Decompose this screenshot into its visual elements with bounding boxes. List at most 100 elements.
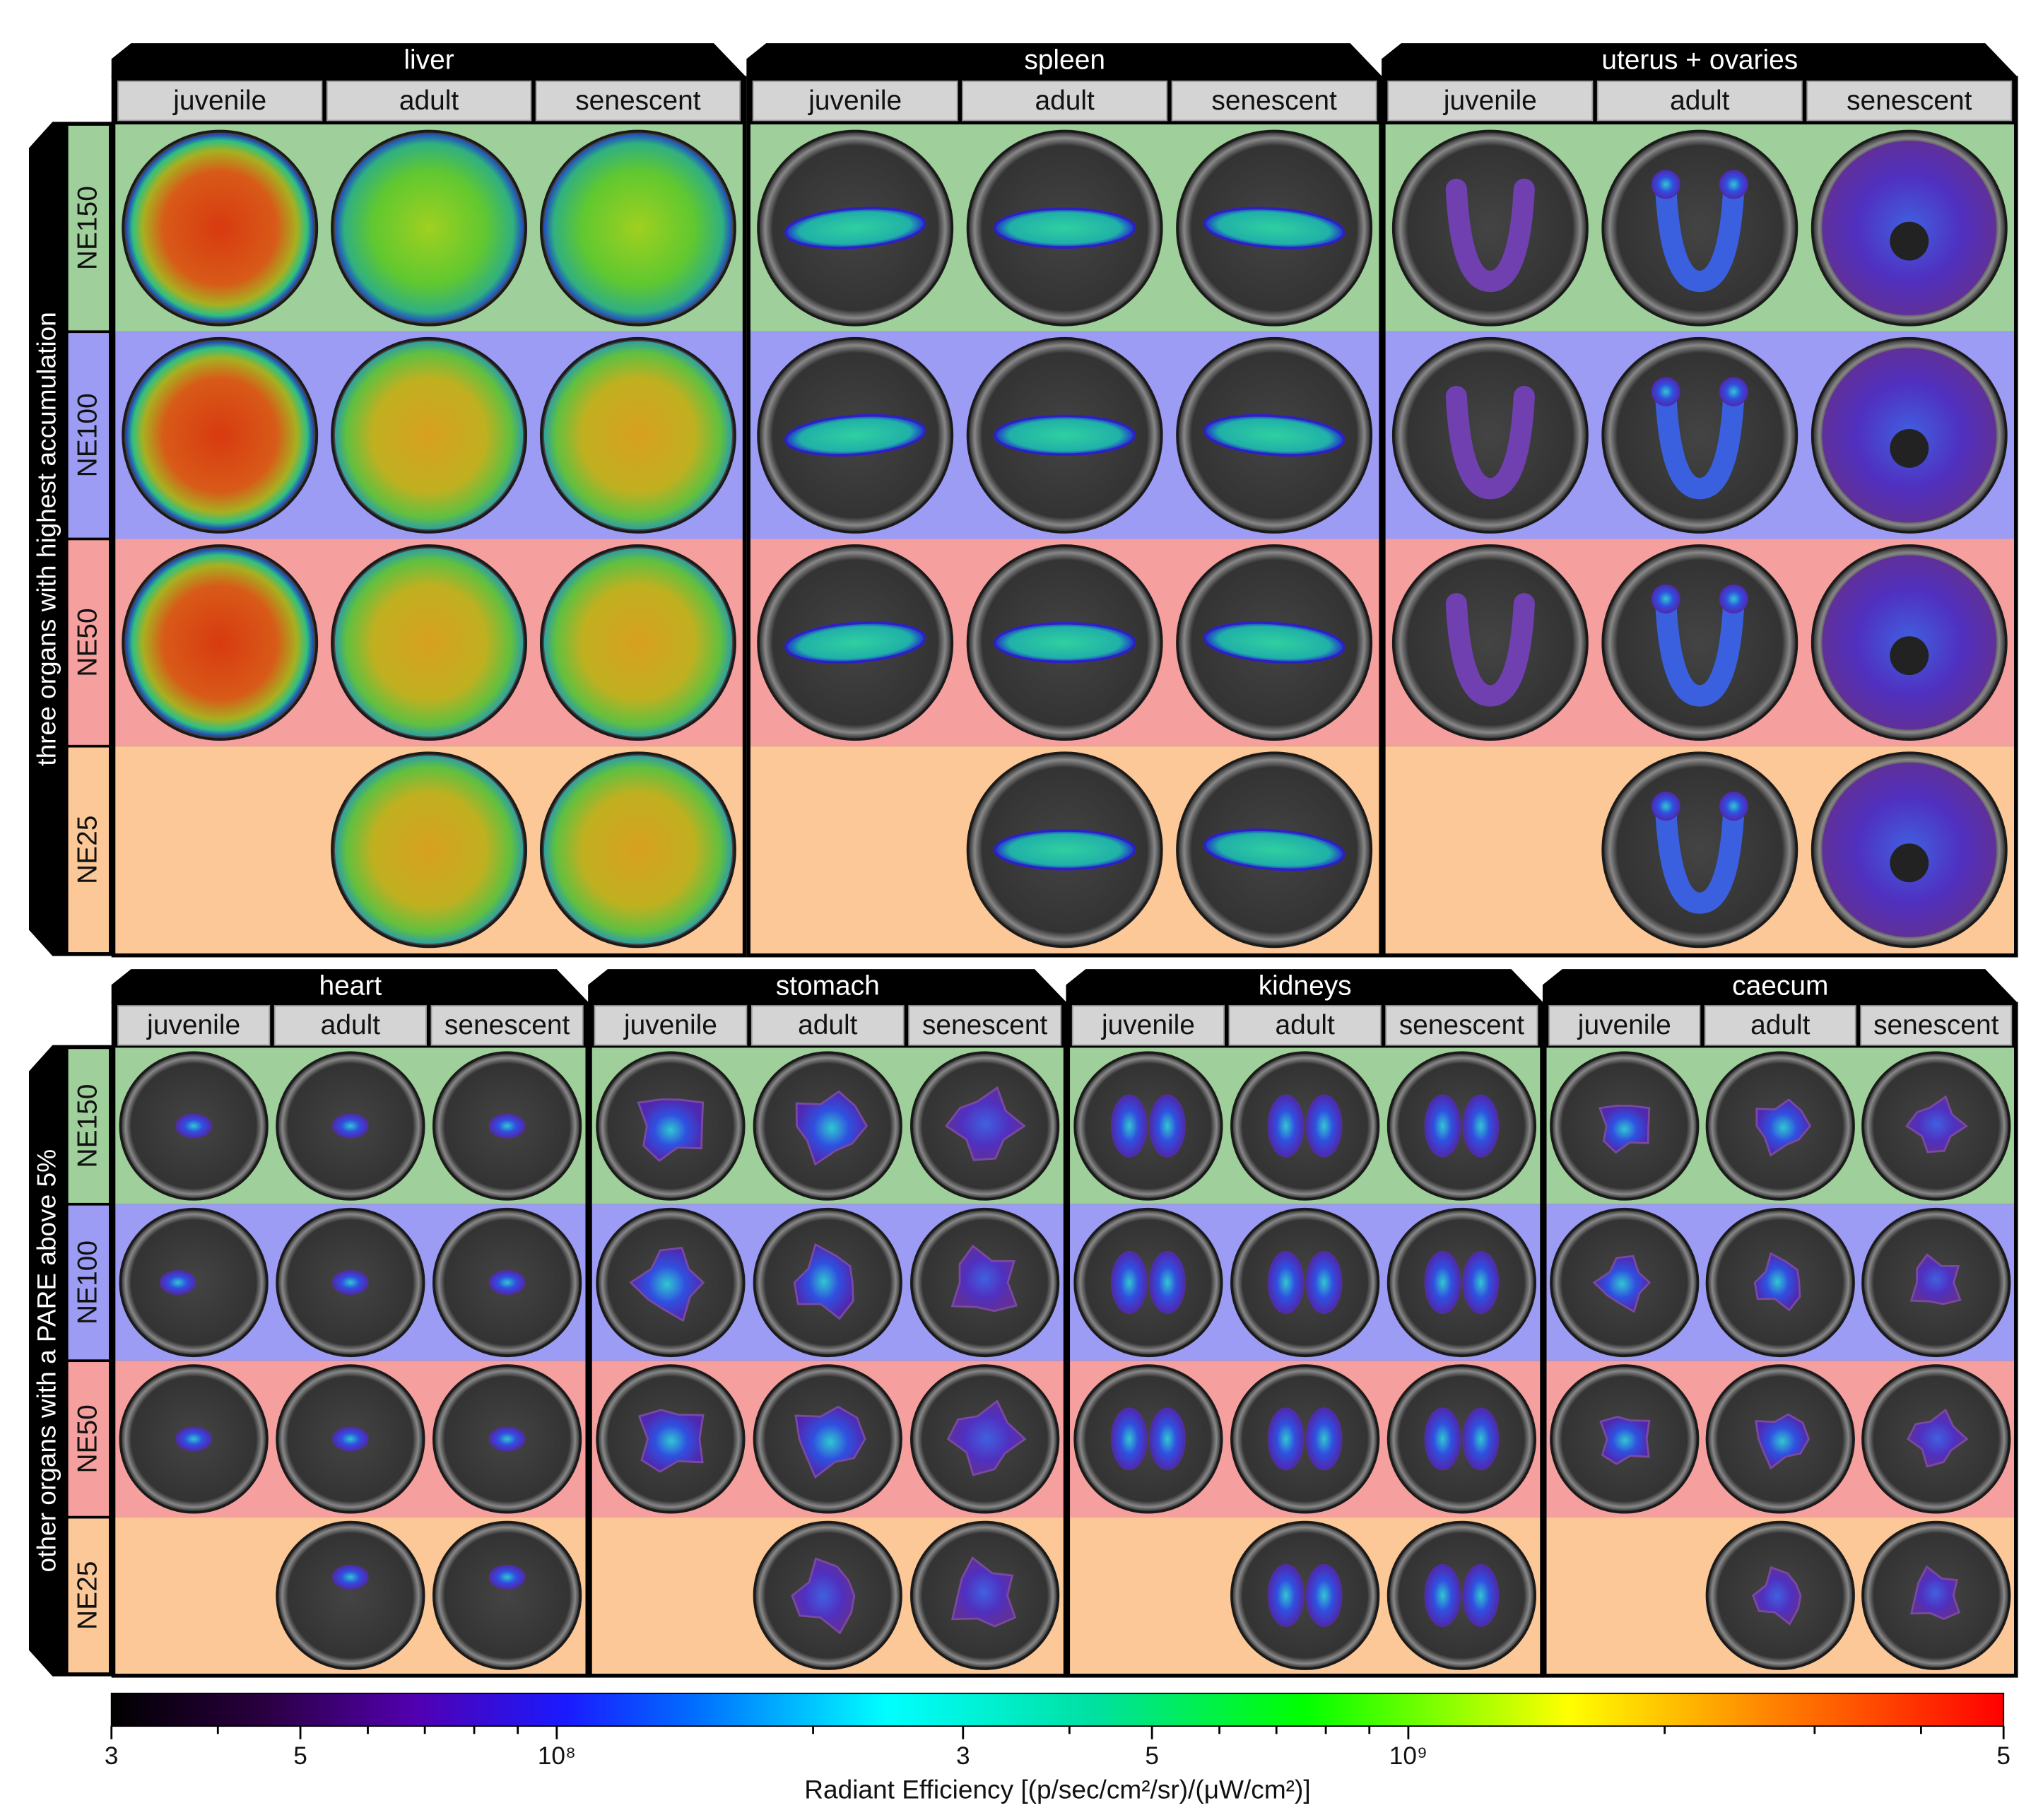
age-box <box>1385 1005 1538 1046</box>
dish-image <box>1230 1364 1380 1514</box>
dish-image <box>1861 1207 2011 1358</box>
tick-label: 5 <box>1996 1742 2010 1770</box>
organ-tissue <box>1149 1407 1186 1471</box>
dish-image <box>1176 544 1373 741</box>
age-box <box>1596 80 1803 122</box>
dose-cell <box>68 540 110 745</box>
tick-label: 5 <box>293 1742 307 1770</box>
dish-image <box>539 336 736 534</box>
dish <box>432 1520 582 1670</box>
age-box <box>430 1005 584 1046</box>
organ-tissue <box>332 1564 369 1590</box>
organ-tissue <box>1305 1094 1343 1158</box>
dish <box>1230 1051 1380 1201</box>
dish-image <box>1386 1051 1537 1201</box>
dish-image <box>432 1364 582 1514</box>
organ-tissue <box>784 206 926 249</box>
organ-tissue <box>1909 1253 1962 1305</box>
dish-image <box>966 751 1163 949</box>
organ-tissue <box>1753 1252 1801 1312</box>
dish-image <box>539 751 736 949</box>
dish-image <box>432 1520 582 1670</box>
age-box <box>962 80 1168 122</box>
organ-tissue <box>175 1426 212 1452</box>
age-label: senescent <box>1399 1010 1525 1040</box>
dish-image <box>1230 1520 1380 1670</box>
age-box <box>273 1005 427 1046</box>
organ-tissue <box>637 1098 705 1163</box>
organ-header <box>111 969 590 1004</box>
dose-cell <box>68 1049 110 1203</box>
organ-tissue <box>488 1113 526 1139</box>
age-label: adult <box>1670 86 1730 116</box>
organ-header <box>1382 43 2018 78</box>
organ-header <box>588 969 1068 1004</box>
organ-tissue <box>1267 1250 1305 1314</box>
organ-tissue <box>1462 1407 1500 1471</box>
age-label: senescent <box>575 86 701 116</box>
ovary <box>1719 584 1748 613</box>
organ-tissue <box>1267 1094 1305 1158</box>
dish-image <box>122 336 319 534</box>
ovary <box>1651 792 1680 821</box>
dish-image <box>1601 336 1798 534</box>
side-label: other organs with a PARE above 5% <box>32 1149 61 1573</box>
dose-label: NE25 <box>73 816 103 884</box>
tick-label: 3 <box>956 1742 970 1770</box>
dish-image <box>1861 1051 2011 1201</box>
organ-name: kidneys <box>1259 970 1352 1001</box>
age-label: juvenile <box>1577 1010 1671 1040</box>
dish-image <box>276 1051 425 1201</box>
age-box <box>1171 80 1377 122</box>
organ-name: stomach <box>776 970 880 1001</box>
age-box <box>1387 80 1594 122</box>
dish-image <box>753 1207 902 1358</box>
dish <box>1386 1520 1537 1670</box>
organ-tissue <box>1149 1094 1186 1158</box>
organ-tissue <box>994 414 1136 457</box>
organ-tissue <box>1267 1407 1305 1471</box>
dish-image <box>432 1207 582 1358</box>
organ-tissue <box>1424 1563 1461 1627</box>
organ-tissue <box>335 548 524 737</box>
organ-tissue <box>1111 1407 1148 1471</box>
organ-tissue <box>994 207 1136 249</box>
dish-image <box>432 1051 582 1201</box>
ovary <box>1651 377 1680 406</box>
organ-name: spleen <box>1024 45 1105 75</box>
dish-image <box>1601 129 1798 327</box>
organ-tissue <box>1909 1565 1961 1621</box>
dish <box>1391 129 1589 327</box>
dish-image <box>1811 336 2008 534</box>
organ-name: uterus + ovaries <box>1601 45 1798 75</box>
tick-label: 3 <box>105 1742 119 1770</box>
dish <box>1073 1364 1223 1514</box>
age-label: juvenile <box>623 1010 717 1040</box>
dish-image <box>1705 1520 1855 1670</box>
age-label: juvenile <box>172 86 266 116</box>
age-label: senescent <box>922 1010 1048 1040</box>
dose-label: NE100 <box>73 393 103 477</box>
organ-tissue <box>1592 1255 1652 1313</box>
dose-label: NE25 <box>73 1561 103 1630</box>
organ-tissue <box>488 1426 526 1452</box>
organ-tissue <box>1655 385 1745 500</box>
dish-image <box>1550 1364 1700 1514</box>
organ-tissue <box>1203 828 1346 871</box>
dish-image <box>119 1364 269 1514</box>
ovary <box>1719 377 1748 406</box>
age-box <box>1704 1005 1856 1046</box>
organ-tissue <box>944 1086 1026 1161</box>
age-label: senescent <box>1211 86 1337 116</box>
organ-tissue <box>126 548 314 737</box>
dish-image <box>910 1520 1060 1670</box>
dish-image <box>1601 544 1798 741</box>
organ-tissue <box>1754 1413 1811 1470</box>
organ-tissue <box>637 1409 705 1473</box>
organ-header <box>746 43 1383 78</box>
organ-tissue <box>950 1556 1017 1628</box>
ovary <box>1651 584 1680 613</box>
organ-tissue <box>1445 178 1535 293</box>
dish-image <box>1386 1364 1537 1514</box>
